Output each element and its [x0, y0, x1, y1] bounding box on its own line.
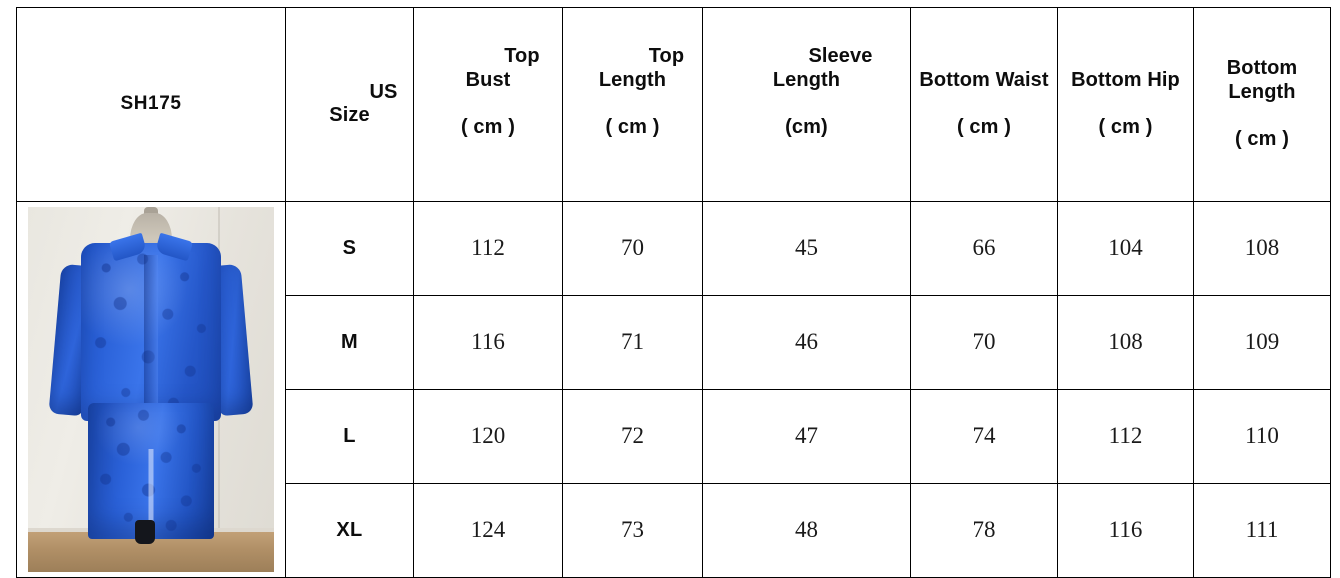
- cell-us-size: S: [285, 200, 414, 296]
- value-top-length: 72: [621, 423, 644, 449]
- mannequin-stand-foot: [135, 519, 155, 544]
- header-bottom-length-unit: ( cm ): [1235, 127, 1289, 150]
- shirt-body: [81, 242, 221, 421]
- cell-bottom-hip: 112: [1057, 388, 1194, 484]
- value-top-length: 73: [621, 517, 644, 543]
- cell-us-size: L: [285, 388, 414, 484]
- value-bottom-hip: 116: [1108, 517, 1143, 543]
- header-top-bust-title: Top Bust: [465, 45, 546, 91]
- header-bottom-length: Bottom Length ( cm ): [1194, 8, 1330, 201]
- header-top-length-title: Top Length: [598, 45, 696, 91]
- table-header-row: SH175 US Size Top Bust ( cm ) Top Length: [16, 7, 1331, 202]
- value-bottom-waist: 74: [972, 423, 996, 449]
- cell-bottom-hip: 116: [1057, 482, 1194, 578]
- header-top-bust: Top Bust ( cm ): [414, 20, 562, 189]
- value-top-length: 70: [621, 235, 644, 261]
- cell-sleeve-length: 45: [702, 200, 911, 296]
- header-bottom-waist: Bottom Waist ( cm ): [911, 20, 1057, 189]
- header-cell-product-code: SH175: [16, 7, 286, 202]
- value-bottom-length: 109: [1244, 329, 1280, 355]
- table-row: S 112 70 45 66 104 108: [16, 200, 1331, 578]
- value-top-bust: 112: [471, 235, 505, 261]
- cell-bottom-waist: 74: [910, 388, 1058, 484]
- header-us-size-title: US Size: [329, 80, 404, 127]
- cell-sleeve-length: 47: [702, 388, 911, 484]
- header-cell-sleeve-length: Sleeve Length (cm): [702, 7, 911, 202]
- cell-top-length: 70: [562, 200, 703, 296]
- cell-top-bust: 124: [413, 482, 563, 578]
- cell-bottom-length: 111: [1193, 482, 1331, 578]
- value-bottom-hip: 104: [1108, 235, 1143, 261]
- header-cell-top-bust: Top Bust ( cm ): [413, 7, 563, 202]
- value-bottom-waist: 66: [972, 235, 996, 261]
- cell-top-length: 72: [562, 388, 703, 484]
- size-label: XL: [336, 518, 363, 541]
- header-bottom-waist-title: Bottom Waist: [919, 68, 1049, 91]
- value-bottom-length: 108: [1244, 235, 1280, 261]
- product-code-label: SH175: [120, 93, 182, 115]
- size-label: M: [340, 330, 359, 353]
- size-chart-sheet: SH175 US Size Top Bust ( cm ) Top Length: [16, 7, 1331, 578]
- value-sleeve-length: 47: [795, 423, 818, 449]
- cell-bottom-length: 109: [1193, 294, 1331, 390]
- value-sleeve-length: 46: [795, 329, 818, 355]
- value-bottom-hip: 108: [1108, 329, 1143, 355]
- header-bottom-length-title: Bottom Length: [1226, 57, 1303, 103]
- product-photo-wrapper: [17, 202, 285, 577]
- header-cell-bottom-waist: Bottom Waist ( cm ): [910, 7, 1058, 202]
- header-sleeve-length: Sleeve Length (cm): [703, 20, 910, 189]
- size-chart-table: SH175 US Size Top Bust ( cm ) Top Length: [16, 7, 1331, 578]
- header-cell-bottom-hip: Bottom Hip ( cm ): [1057, 7, 1194, 202]
- size-label: L: [343, 424, 356, 447]
- product-photo-cell: [16, 200, 286, 578]
- value-top-length: 71: [621, 329, 644, 355]
- cell-sleeve-length: 48: [702, 482, 911, 578]
- cell-top-bust: 112: [413, 200, 563, 296]
- header-top-bust-unit: ( cm ): [461, 116, 515, 139]
- value-bottom-waist: 70: [972, 329, 996, 355]
- cell-us-size: XL: [285, 482, 414, 578]
- header-bottom-hip-title: Bottom Hip: [1071, 68, 1180, 91]
- header-cell-top-length: Top Length ( cm ): [562, 7, 703, 202]
- value-bottom-waist: 78: [972, 517, 996, 543]
- header-cell-bottom-length: Bottom Length ( cm ): [1193, 7, 1331, 202]
- value-bottom-length: 110: [1245, 423, 1279, 449]
- cell-top-bust: 116: [413, 294, 563, 390]
- value-top-bust: 120: [470, 423, 506, 449]
- header-sleeve-length-unit: (cm): [785, 116, 828, 139]
- value-top-bust: 124: [470, 517, 506, 543]
- header-cell-us-size: US Size: [285, 7, 414, 202]
- cell-bottom-waist: 70: [910, 294, 1058, 390]
- cell-bottom-length: 108: [1193, 200, 1331, 296]
- header-top-length: Top Length ( cm ): [563, 20, 702, 189]
- product-photo-image: [28, 206, 274, 572]
- header-top-length-unit: ( cm ): [605, 116, 660, 139]
- cell-us-size: M: [285, 294, 414, 390]
- table-row: M 116 71 46 70 108 109: [17, 294, 1331, 390]
- cell-sleeve-length: 46: [702, 294, 911, 390]
- header-bottom-hip: Bottom Hip ( cm ): [1058, 20, 1193, 189]
- cell-bottom-hip: 108: [1057, 294, 1194, 390]
- cell-bottom-hip: 104: [1057, 200, 1194, 296]
- header-us-size: US Size: [286, 55, 413, 153]
- cell-top-bust: 120: [413, 388, 563, 484]
- header-sleeve-length-title: Sleeve Length: [772, 45, 879, 91]
- value-bottom-hip: 112: [1108, 423, 1143, 449]
- header-bottom-waist-unit: ( cm ): [957, 116, 1011, 139]
- cell-bottom-waist: 78: [910, 482, 1058, 578]
- cell-bottom-length: 110: [1193, 388, 1331, 484]
- value-top-bust: 116: [471, 329, 505, 355]
- value-bottom-length: 111: [1245, 517, 1279, 543]
- cell-top-length: 71: [562, 294, 703, 390]
- size-label: S: [342, 236, 357, 259]
- cell-top-length: 73: [562, 482, 703, 578]
- cell-bottom-waist: 66: [910, 200, 1058, 296]
- value-sleeve-length: 48: [795, 517, 818, 543]
- value-sleeve-length: 45: [795, 235, 818, 261]
- shirt-button-placket: [144, 254, 158, 417]
- header-bottom-hip-unit: ( cm ): [1098, 116, 1153, 139]
